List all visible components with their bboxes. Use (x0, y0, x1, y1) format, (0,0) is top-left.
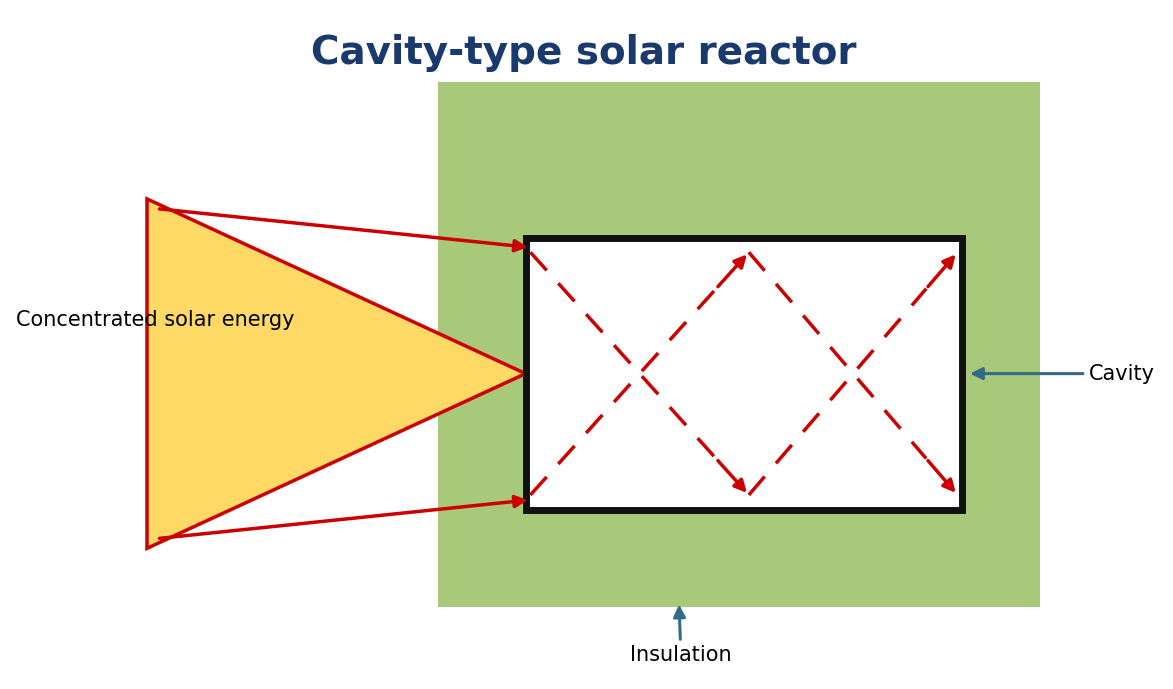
Text: Insulation: Insulation (630, 608, 732, 665)
Polygon shape (147, 199, 526, 548)
Text: Cavity: Cavity (974, 364, 1154, 384)
Text: Concentrated solar energy: Concentrated solar energy (16, 310, 294, 330)
Bar (439, 83, 1040, 606)
Bar (526, 238, 962, 510)
Text: Cavity-type solar reactor: Cavity-type solar reactor (311, 34, 856, 72)
